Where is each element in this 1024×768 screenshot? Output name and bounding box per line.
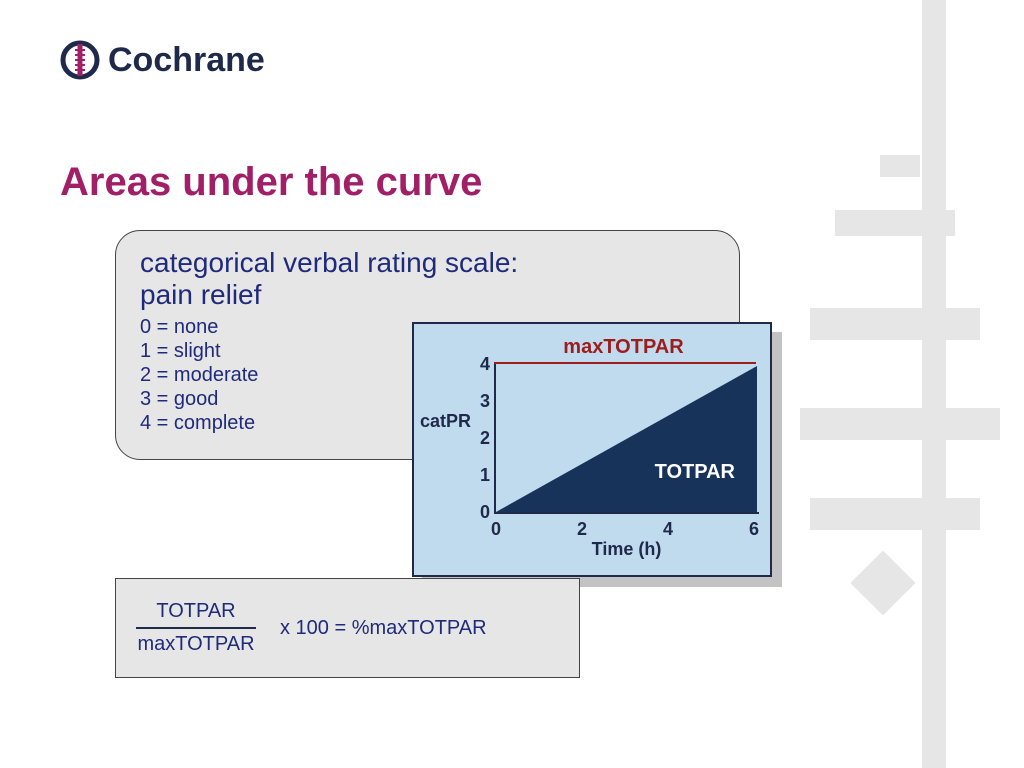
x-tick: 2 xyxy=(572,519,592,540)
fraction-numerator: TOTPAR xyxy=(156,600,235,623)
fraction-denominator: maxTOTPAR xyxy=(137,633,254,656)
y-tick: 2 xyxy=(470,428,490,449)
deco-diamond xyxy=(850,550,915,615)
y-tick: 3 xyxy=(470,391,490,412)
deco-vbar xyxy=(922,0,946,768)
formula-box: TOTPAR maxTOTPAR x 100 = %maxTOTPAR xyxy=(115,578,580,678)
x-axis xyxy=(494,512,759,514)
chart-title: maxTOTPAR xyxy=(489,336,758,359)
deco-bar xyxy=(880,155,920,177)
plot-area: TOTPAR 4 3 2 1 0 0 2 4 6 catPR Time (h) xyxy=(494,364,759,514)
fraction: TOTPAR maxTOTPAR xyxy=(136,600,256,656)
x-tick: 4 xyxy=(658,519,678,540)
x-tick: 0 xyxy=(486,519,506,540)
page-title: Areas under the curve xyxy=(60,160,482,205)
info-heading: categorical verbal rating scale: pain re… xyxy=(140,247,715,311)
chart: maxTOTPAR TOTPAR 4 3 2 1 0 0 2 4 6 catPR… xyxy=(412,322,772,577)
info-heading-l2: pain relief xyxy=(140,279,261,310)
y-axis-label: catPR xyxy=(420,412,468,431)
deco-bar xyxy=(800,408,1000,440)
logo-text: Cochrane xyxy=(108,41,265,80)
cochrane-icon xyxy=(60,40,100,80)
totpar-triangle xyxy=(494,366,757,512)
formula-rest: x 100 = %maxTOTPAR xyxy=(280,617,487,640)
logo: Cochrane xyxy=(60,40,265,80)
y-tick: 4 xyxy=(470,354,490,375)
fraction-bar xyxy=(136,627,256,629)
totpar-label: TOTPAR xyxy=(655,461,735,484)
deco-bar xyxy=(810,308,980,340)
x-tick: 6 xyxy=(744,519,764,540)
x-axis-label: Time (h) xyxy=(494,539,759,560)
y-tick: 1 xyxy=(470,465,490,486)
deco-bar xyxy=(810,498,980,530)
chart-box: maxTOTPAR TOTPAR 4 3 2 1 0 0 2 4 6 catPR… xyxy=(412,322,772,577)
info-heading-l1: categorical verbal rating scale: xyxy=(140,247,518,278)
